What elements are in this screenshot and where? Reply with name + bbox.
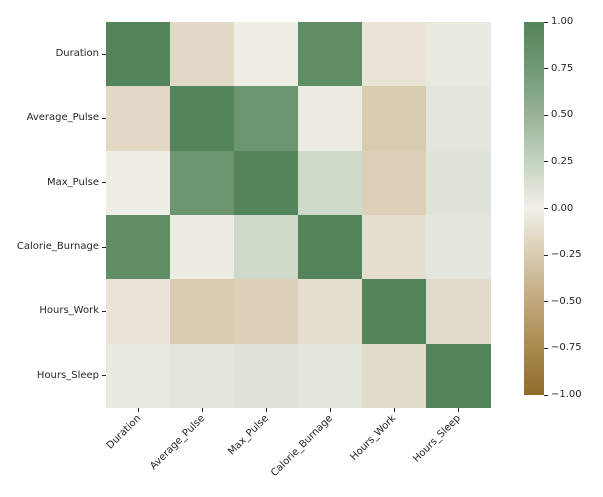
heatmap-cell bbox=[362, 343, 427, 409]
heatmap-cell bbox=[106, 150, 171, 216]
heatmap-cell bbox=[426, 214, 491, 280]
y-axis-tick bbox=[102, 117, 106, 119]
colorbar-tick-label: 1.00 bbox=[551, 16, 574, 27]
colorbar-tick bbox=[544, 347, 548, 349]
heatmap-cell bbox=[362, 22, 427, 87]
heatmap-cell bbox=[426, 279, 491, 345]
heatmap-cell bbox=[362, 150, 427, 216]
heatmap-cell bbox=[106, 343, 171, 409]
colorbar-tick-label: 0.25 bbox=[551, 155, 574, 167]
heatmap-cell bbox=[426, 343, 491, 409]
colorbar-tick-label: −0.25 bbox=[551, 249, 582, 261]
x-tick-label: Duration bbox=[104, 412, 143, 452]
heatmap-cell bbox=[170, 150, 235, 216]
colorbar-tick bbox=[544, 301, 548, 303]
y-axis-tick bbox=[102, 182, 106, 184]
x-tick-label: Calorie_Burnage bbox=[268, 412, 335, 479]
y-axis-tick bbox=[102, 246, 106, 248]
y-tick-label: Max_Pulse bbox=[46, 176, 99, 188]
y-axis-tick bbox=[102, 310, 106, 312]
colorbar-tick-label: 0.00 bbox=[551, 202, 574, 214]
y-tick-label: Duration bbox=[55, 48, 99, 60]
x-tick-label: Hours_Sleep bbox=[411, 412, 463, 465]
x-tick-label: Hours_Work bbox=[348, 412, 399, 463]
heatmap-cell bbox=[106, 214, 171, 280]
colorbar-tick bbox=[544, 394, 548, 396]
x-axis-tick bbox=[329, 407, 331, 412]
heatmap-cell bbox=[106, 279, 171, 345]
x-axis-tick bbox=[265, 407, 267, 412]
x-axis-tick bbox=[137, 407, 139, 412]
y-tick-label: Average_Pulse bbox=[26, 112, 99, 124]
colorbar-tick bbox=[544, 21, 548, 23]
x-axis-tick bbox=[201, 407, 203, 412]
y-tick-label: Calorie_Burnage bbox=[16, 241, 99, 253]
heatmap-cell bbox=[298, 343, 363, 409]
heatmap-cell bbox=[234, 343, 299, 409]
heatmap-cell bbox=[170, 343, 235, 409]
y-tick-label: Hours_Sleep bbox=[36, 369, 99, 381]
y-axis-tick bbox=[102, 375, 106, 377]
heatmap-cell bbox=[298, 279, 363, 345]
colorbar-tick bbox=[544, 114, 548, 116]
y-axis-tick bbox=[102, 53, 106, 55]
x-tick-label: Average_Pulse bbox=[147, 412, 207, 472]
colorbar-tick-label: −0.75 bbox=[551, 342, 582, 354]
heatmap-cell bbox=[234, 150, 299, 216]
heatmap-cell bbox=[362, 86, 427, 152]
colorbar-tick-label: 0.75 bbox=[551, 62, 574, 74]
heatmap-cell bbox=[298, 214, 363, 280]
colorbar-tick-label: −0.50 bbox=[551, 295, 582, 307]
y-axis-labels: Duration Average_Pulse Max_Pulse Calorie_Bu… bbox=[0, 0, 99, 497]
heatmap-cell bbox=[170, 279, 235, 345]
x-tick-label: Max_Pulse bbox=[226, 412, 271, 458]
heatmap-cell bbox=[426, 22, 491, 87]
colorbar-tick bbox=[544, 254, 548, 256]
colorbar-tick bbox=[544, 161, 548, 163]
heatmap-cell bbox=[298, 22, 363, 87]
heatmap-cell bbox=[106, 86, 171, 152]
heatmap-cell bbox=[298, 86, 363, 152]
heatmap-cell bbox=[426, 86, 491, 152]
heatmap-cell bbox=[234, 279, 299, 345]
heatmap-cell bbox=[170, 214, 235, 280]
y-tick-label: Hours_Work bbox=[39, 305, 99, 317]
heatmap-cell bbox=[362, 214, 427, 280]
x-axis-tick bbox=[393, 407, 395, 412]
colorbar-tick bbox=[544, 68, 548, 70]
colorbar-tick-label: 0.50 bbox=[551, 109, 574, 121]
heatmap-cell bbox=[298, 150, 363, 216]
heatmap-cell bbox=[362, 279, 427, 345]
heatmap-cell bbox=[170, 22, 235, 87]
colorbar bbox=[524, 22, 544, 395]
colorbar-tick-label: −1.00 bbox=[551, 389, 582, 400]
heatmap-cell bbox=[234, 22, 299, 87]
x-axis-tick bbox=[457, 407, 459, 412]
heatmap-cell bbox=[170, 86, 235, 152]
heatmap-cell bbox=[234, 86, 299, 152]
colorbar-tick bbox=[544, 208, 548, 209]
heatmap-cell bbox=[234, 214, 299, 280]
heatmap-cell bbox=[106, 22, 171, 87]
heatmap-cell bbox=[426, 150, 491, 216]
